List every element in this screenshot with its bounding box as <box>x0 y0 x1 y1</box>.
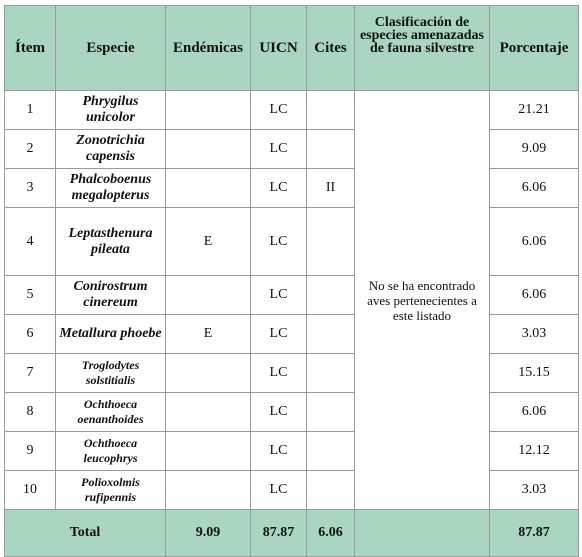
item-cell: 7 <box>4 353 56 393</box>
header-row: Ítem Especie Endémicas UICN Cites Clasificaci… <box>4 5 579 91</box>
species-cell: Polioxolmis rufipennis <box>55 470 166 510</box>
cites-cell <box>306 129 355 169</box>
species-cell: Ochthoeca leucophrys <box>55 431 166 471</box>
species-row: 10 Polioxolmis rufipennis LC 3.03 <box>4 470 579 510</box>
total-percent: 87.87 <box>489 509 579 557</box>
endemic-cell <box>165 392 251 432</box>
endemic-cell <box>165 470 251 510</box>
column-header: Ítem <box>4 5 56 91</box>
total-endemic: 9.09 <box>165 509 251 557</box>
species-cell: Phrygilus unicolor <box>55 90 166 130</box>
species-cell: Phalcoboenus megalopterus <box>55 168 166 208</box>
uicn-cell: LC <box>250 129 307 169</box>
uicn-cell: LC <box>250 207 307 276</box>
percent-cell: 6.06 <box>489 275 579 315</box>
endemic-cell <box>165 275 251 315</box>
species-row: 1 Phrygilus unicolor LC No se ha encontrado… <box>4 90 579 510</box>
species-table: Ítem Especie Endémicas UICN Cites Clasificaci… <box>4 5 579 557</box>
item-cell: 5 <box>4 275 56 315</box>
cites-cell: II <box>306 168 355 208</box>
species-cell: Troglodytes solstitialis <box>55 353 166 393</box>
cites-cell <box>306 392 355 432</box>
endemic-cell <box>165 168 251 208</box>
cites-cell <box>306 314 355 354</box>
percent-cell: 15.15 <box>489 353 579 393</box>
column-header: Especie <box>55 5 166 91</box>
item-cell: 9 <box>4 431 56 471</box>
species-row: 5 Conirostrum cinereum LC 6.06 <box>4 275 579 315</box>
uicn-cell: LC <box>250 392 307 432</box>
species-cell: Ochthoeca oenanthoides <box>55 392 166 432</box>
endemic-cell: E <box>165 207 251 276</box>
species-row: 3 Phalcoboenus megalopterus LC II 6.06 <box>4 168 579 208</box>
cites-cell <box>306 275 355 315</box>
endemic-cell: E <box>165 314 251 354</box>
percent-cell: 6.06 <box>489 168 579 208</box>
item-cell: 8 <box>4 392 56 432</box>
percent-cell: 6.06 <box>489 392 579 432</box>
item-cell: 6 <box>4 314 56 354</box>
species-cell: Leptasthenura pileata <box>55 207 166 276</box>
cites-cell <box>306 431 355 471</box>
item-cell: 4 <box>4 207 56 276</box>
item-cell: 3 <box>4 168 56 208</box>
column-header: Endémicas <box>165 5 251 91</box>
column-header: Porcentaje <box>489 5 579 91</box>
cites-cell <box>306 470 355 510</box>
endemic-cell <box>165 431 251 471</box>
species-cell: Zonotrichia capensis <box>55 129 166 169</box>
uicn-cell: LC <box>250 275 307 315</box>
percent-cell: 9.09 <box>489 129 579 169</box>
total-label: Total <box>4 509 166 557</box>
species-row: 9 Ochthoeca leucophrys LC 12.12 <box>4 431 579 471</box>
total-cites: 6.06 <box>306 509 355 557</box>
uicn-cell: LC <box>250 168 307 208</box>
percent-cell: 6.06 <box>489 207 579 276</box>
uicn-cell: LC <box>250 314 307 354</box>
uicn-cell: LC <box>250 353 307 393</box>
species-row: 4 Leptasthenura pileata E LC 6.06 <box>4 207 579 276</box>
percent-cell: 3.03 <box>489 314 579 354</box>
classification-note: No se ha encontrado aves pertenecientes … <box>354 90 490 510</box>
cites-cell <box>306 207 355 276</box>
endemic-cell <box>165 353 251 393</box>
column-header: Clasificación de especies amenazadas de … <box>354 5 490 91</box>
column-header: Cites <box>306 5 355 91</box>
species-row: 8 Ochthoeca oenanthoides LC 6.06 <box>4 392 579 432</box>
item-cell: 1 <box>4 90 56 130</box>
cites-cell <box>306 353 355 393</box>
total-uicn: 87.87 <box>250 509 307 557</box>
uicn-cell: LC <box>250 431 307 471</box>
species-cell: Conirostrum cinereum <box>55 275 166 315</box>
endemic-cell <box>165 90 251 130</box>
total-row: Total 9.09 87.87 6.06 87.87 <box>4 509 579 557</box>
cites-cell <box>306 90 355 130</box>
uicn-cell: LC <box>250 470 307 510</box>
species-row: 6 Metallura phoebe E LC 3.03 <box>4 314 579 354</box>
species-row: 2 Zonotrichia capensis LC 9.09 <box>4 129 579 169</box>
endemic-cell <box>165 129 251 169</box>
species-cell: Metallura phoebe <box>55 314 166 354</box>
item-cell: 10 <box>4 470 56 510</box>
percent-cell: 3.03 <box>489 470 579 510</box>
percent-cell: 12.12 <box>489 431 579 471</box>
total-empty <box>354 509 490 557</box>
species-row: 7 Troglodytes solstitialis LC 15.15 <box>4 353 579 393</box>
column-header: UICN <box>250 5 307 91</box>
uicn-cell: LC <box>250 90 307 130</box>
percent-cell: 21.21 <box>489 90 579 130</box>
item-cell: 2 <box>4 129 56 169</box>
